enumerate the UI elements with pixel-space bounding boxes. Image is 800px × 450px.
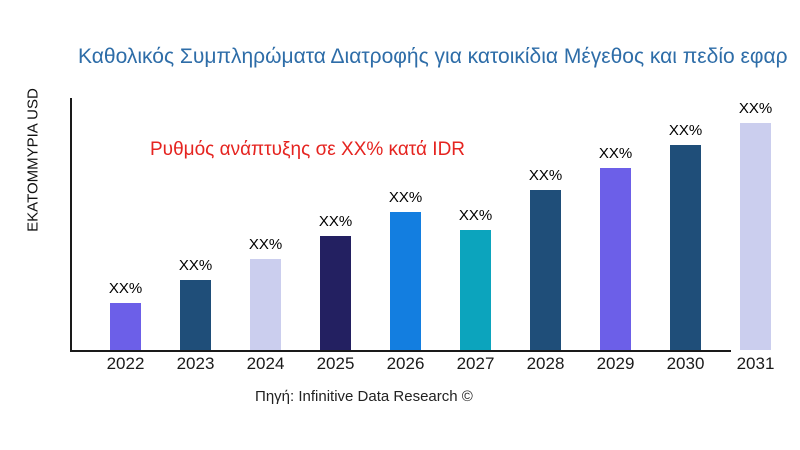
x-axis-tick-label: 2027 [456, 354, 495, 373]
bar [530, 190, 561, 350]
bar-group: XX% 2025 [317, 0, 355, 450]
y-axis-line [70, 98, 72, 352]
bar [180, 280, 211, 350]
bar [670, 145, 701, 350]
x-axis-tick-label: 2024 [246, 354, 285, 373]
bar [320, 236, 351, 350]
source-text: Πηγή: Infinitive Data Research © [255, 388, 473, 405]
bar [250, 259, 281, 350]
growth-rate-annotation: Ρυθμός ανάπτυξης σε XX% κατά IDR [150, 139, 466, 160]
x-axis-tick-label: 2029 [596, 354, 635, 373]
bar [390, 212, 421, 350]
x-axis-tick-label: 2031 [736, 354, 775, 373]
bar-value-label: XX% [528, 167, 563, 184]
y-axis-label: ΕΚΑΤΟΜΜΥΡΙΑ USD [24, 88, 42, 232]
x-axis-tick-label: 2025 [316, 354, 355, 373]
bar-value-label: XX% [668, 122, 703, 139]
bar-value-label: XX% [178, 257, 213, 274]
bar-value-label: XX% [598, 145, 633, 162]
bar-group: XX% 2031 [737, 0, 775, 450]
bar-group: XX% 2029 [597, 0, 635, 450]
bar-value-label: XX% [108, 280, 143, 297]
bar-value-label: XX% [738, 100, 773, 117]
x-axis-line [70, 350, 731, 352]
bar-value-label: XX% [318, 213, 353, 230]
bar-group: XX% 2023 [177, 0, 215, 450]
bar-group: XX% 2022 [107, 0, 145, 450]
bar-value-label: XX% [248, 236, 283, 253]
bar-group: XX% 2024 [247, 0, 285, 450]
bar-group: XX% 2028 [527, 0, 565, 450]
x-axis-tick-label: 2023 [176, 354, 215, 373]
chart-title: Καθολικός Συμπληρώματα Διατροφής για κατ… [78, 45, 788, 68]
bar-value-label: XX% [458, 207, 493, 224]
bar [460, 230, 491, 350]
x-axis-tick-label: 2028 [526, 354, 565, 373]
bar-group: XX% 2030 [667, 0, 705, 450]
bar [600, 168, 631, 350]
bar-group: XX% 2026 [387, 0, 425, 450]
bar-group: XX% 2027 [457, 0, 495, 450]
x-axis-tick-label: 2026 [386, 354, 425, 373]
bar [110, 303, 141, 350]
x-axis-tick-label: 2030 [666, 354, 705, 373]
bar [740, 123, 771, 350]
bar-value-label: XX% [388, 189, 423, 206]
x-axis-tick-label: 2022 [106, 354, 145, 373]
